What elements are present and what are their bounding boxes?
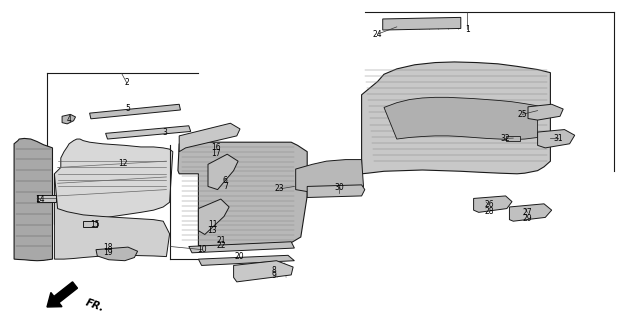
Polygon shape <box>90 104 180 119</box>
Polygon shape <box>383 17 461 30</box>
Text: 14: 14 <box>35 195 45 204</box>
Text: 9: 9 <box>271 271 276 280</box>
Text: 25: 25 <box>517 110 527 119</box>
Text: 5: 5 <box>125 104 131 112</box>
Polygon shape <box>189 242 294 253</box>
Polygon shape <box>179 123 240 152</box>
Text: 12: 12 <box>118 159 127 168</box>
Text: 13: 13 <box>207 226 218 235</box>
FancyArrow shape <box>47 282 77 307</box>
Polygon shape <box>296 160 364 193</box>
Text: 28: 28 <box>484 207 493 216</box>
Text: 15: 15 <box>90 220 100 229</box>
Text: FR.: FR. <box>84 297 106 313</box>
Text: 17: 17 <box>211 149 221 158</box>
Polygon shape <box>362 62 550 174</box>
Polygon shape <box>198 255 294 265</box>
Text: 3: 3 <box>163 128 168 137</box>
Text: 4: 4 <box>67 115 72 124</box>
Text: 1: 1 <box>465 25 470 33</box>
Bar <box>83 221 97 227</box>
Text: 6: 6 <box>223 176 228 185</box>
Polygon shape <box>208 154 238 190</box>
Text: 23: 23 <box>274 185 284 193</box>
Bar <box>506 136 520 141</box>
Polygon shape <box>528 104 563 120</box>
Polygon shape <box>62 114 76 124</box>
Text: 29: 29 <box>522 214 532 222</box>
Text: 7: 7 <box>223 182 228 191</box>
Text: 10: 10 <box>197 245 207 254</box>
Polygon shape <box>54 174 170 259</box>
Text: 21: 21 <box>217 236 226 245</box>
Polygon shape <box>178 142 307 246</box>
Text: 2: 2 <box>124 78 129 87</box>
Polygon shape <box>538 130 575 148</box>
Bar <box>37 195 56 202</box>
Polygon shape <box>54 139 173 226</box>
Polygon shape <box>509 204 552 221</box>
Polygon shape <box>106 126 191 139</box>
Polygon shape <box>474 196 512 212</box>
Text: 16: 16 <box>211 143 221 152</box>
Polygon shape <box>14 138 52 261</box>
Text: 11: 11 <box>208 221 217 229</box>
Polygon shape <box>198 199 229 234</box>
Text: 18: 18 <box>103 243 112 252</box>
Text: 31: 31 <box>553 134 563 143</box>
Text: 24: 24 <box>372 30 383 39</box>
Polygon shape <box>96 247 138 261</box>
Text: 30: 30 <box>334 183 344 191</box>
Polygon shape <box>384 97 538 140</box>
Text: 20: 20 <box>234 252 244 261</box>
Polygon shape <box>234 261 293 282</box>
Text: 19: 19 <box>102 248 113 257</box>
Text: 27: 27 <box>522 208 532 217</box>
Text: 22: 22 <box>217 241 226 250</box>
Text: 32: 32 <box>500 134 511 143</box>
Polygon shape <box>307 185 365 198</box>
Text: 8: 8 <box>271 266 276 275</box>
Text: 26: 26 <box>484 200 494 209</box>
